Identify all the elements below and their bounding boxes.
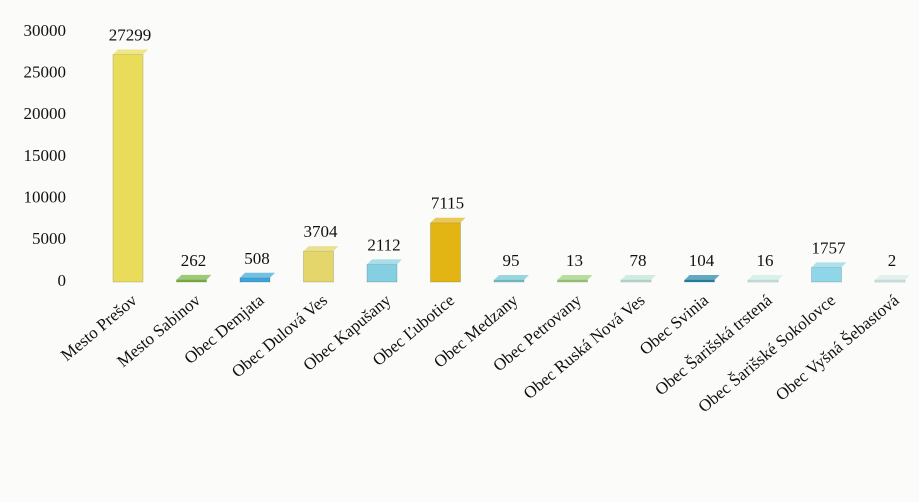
- value-label: 262: [181, 251, 207, 270]
- value-label: 27299: [109, 26, 152, 45]
- bar: [493, 279, 525, 283]
- bar-top: [748, 275, 783, 280]
- bar-top: [303, 246, 339, 252]
- bar: [811, 266, 842, 283]
- y-tick-label: 25000: [24, 63, 67, 82]
- x-tick-label: Obec Ruská Nová Ves: [520, 291, 649, 403]
- bar: [239, 277, 271, 283]
- bar-top: [494, 275, 529, 280]
- value-label: 3704: [304, 222, 339, 241]
- bar-top: [621, 275, 656, 280]
- value-label: 1757: [812, 238, 847, 257]
- value-label: 508: [244, 249, 270, 268]
- bar-top: [240, 272, 275, 278]
- bar: [684, 279, 715, 283]
- value-label: 2112: [367, 235, 400, 254]
- bar-top: [684, 275, 720, 280]
- bar-top: [430, 217, 466, 223]
- bar-top: [875, 275, 910, 280]
- bar: [620, 279, 652, 283]
- x-tick-label: Obec Vyšná Šebastová: [772, 290, 903, 404]
- bar: [303, 250, 334, 283]
- value-label: 95: [503, 251, 520, 270]
- value-label: 2: [888, 251, 897, 270]
- bar-top: [811, 262, 847, 268]
- value-label: 78: [630, 251, 647, 270]
- value-label: 7115: [431, 194, 464, 213]
- x-tick-label: Obec Šarišská trstená: [651, 290, 776, 399]
- bar: [112, 54, 144, 283]
- bar-top: [557, 275, 593, 280]
- value-label: 16: [757, 251, 774, 270]
- value-label: 13: [566, 251, 583, 270]
- bar: [874, 279, 906, 283]
- bar-top: [176, 274, 212, 280]
- bar: [430, 222, 461, 283]
- bar: [747, 279, 779, 283]
- bar-top: [113, 49, 148, 55]
- bar: [366, 263, 398, 283]
- value-label: 104: [689, 251, 715, 270]
- y-tick-label: 0: [58, 271, 67, 290]
- y-tick-label: 5000: [32, 229, 66, 248]
- y-tick-label: 30000: [24, 21, 67, 40]
- y-tick-label: 10000: [24, 188, 67, 207]
- bar-top: [367, 259, 402, 265]
- y-tick-label: 20000: [24, 104, 67, 123]
- y-tick-label: 15000: [24, 146, 67, 165]
- bar: [557, 279, 588, 283]
- bar: [176, 279, 207, 283]
